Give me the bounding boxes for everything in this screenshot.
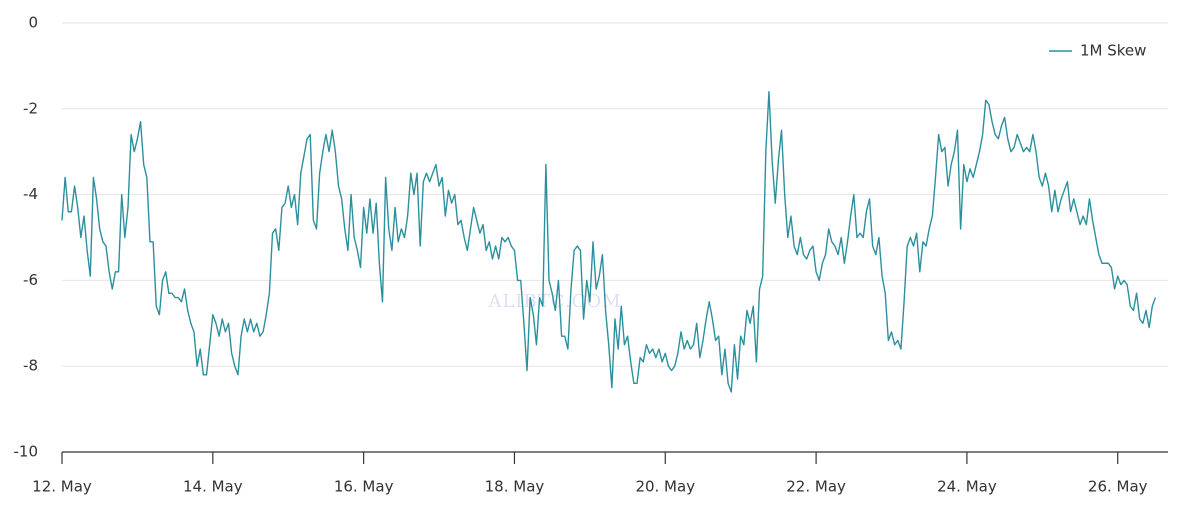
y-tick-label: -10	[14, 443, 39, 461]
x-tick-label: 18. May	[485, 478, 545, 496]
y-tick-label: -8	[23, 357, 38, 375]
y-tick-label: -4	[23, 185, 38, 203]
x-tick-label: 12. May	[32, 478, 92, 496]
y-tick-label: -2	[23, 99, 38, 117]
x-tick-label: 14. May	[183, 478, 243, 496]
x-tick-label: 26. May	[1088, 478, 1148, 496]
x-tick-label: 22. May	[786, 478, 846, 496]
line-series	[61, 90, 1157, 393]
y-tick-label: 0	[28, 14, 38, 32]
legend-label: 1M Skew	[1080, 42, 1146, 60]
x-tick-label: 16. May	[334, 478, 394, 496]
x-tick-label: 20. May	[635, 478, 695, 496]
y-tick-label: -6	[23, 271, 38, 289]
x-tick-label: 24. May	[937, 478, 997, 496]
